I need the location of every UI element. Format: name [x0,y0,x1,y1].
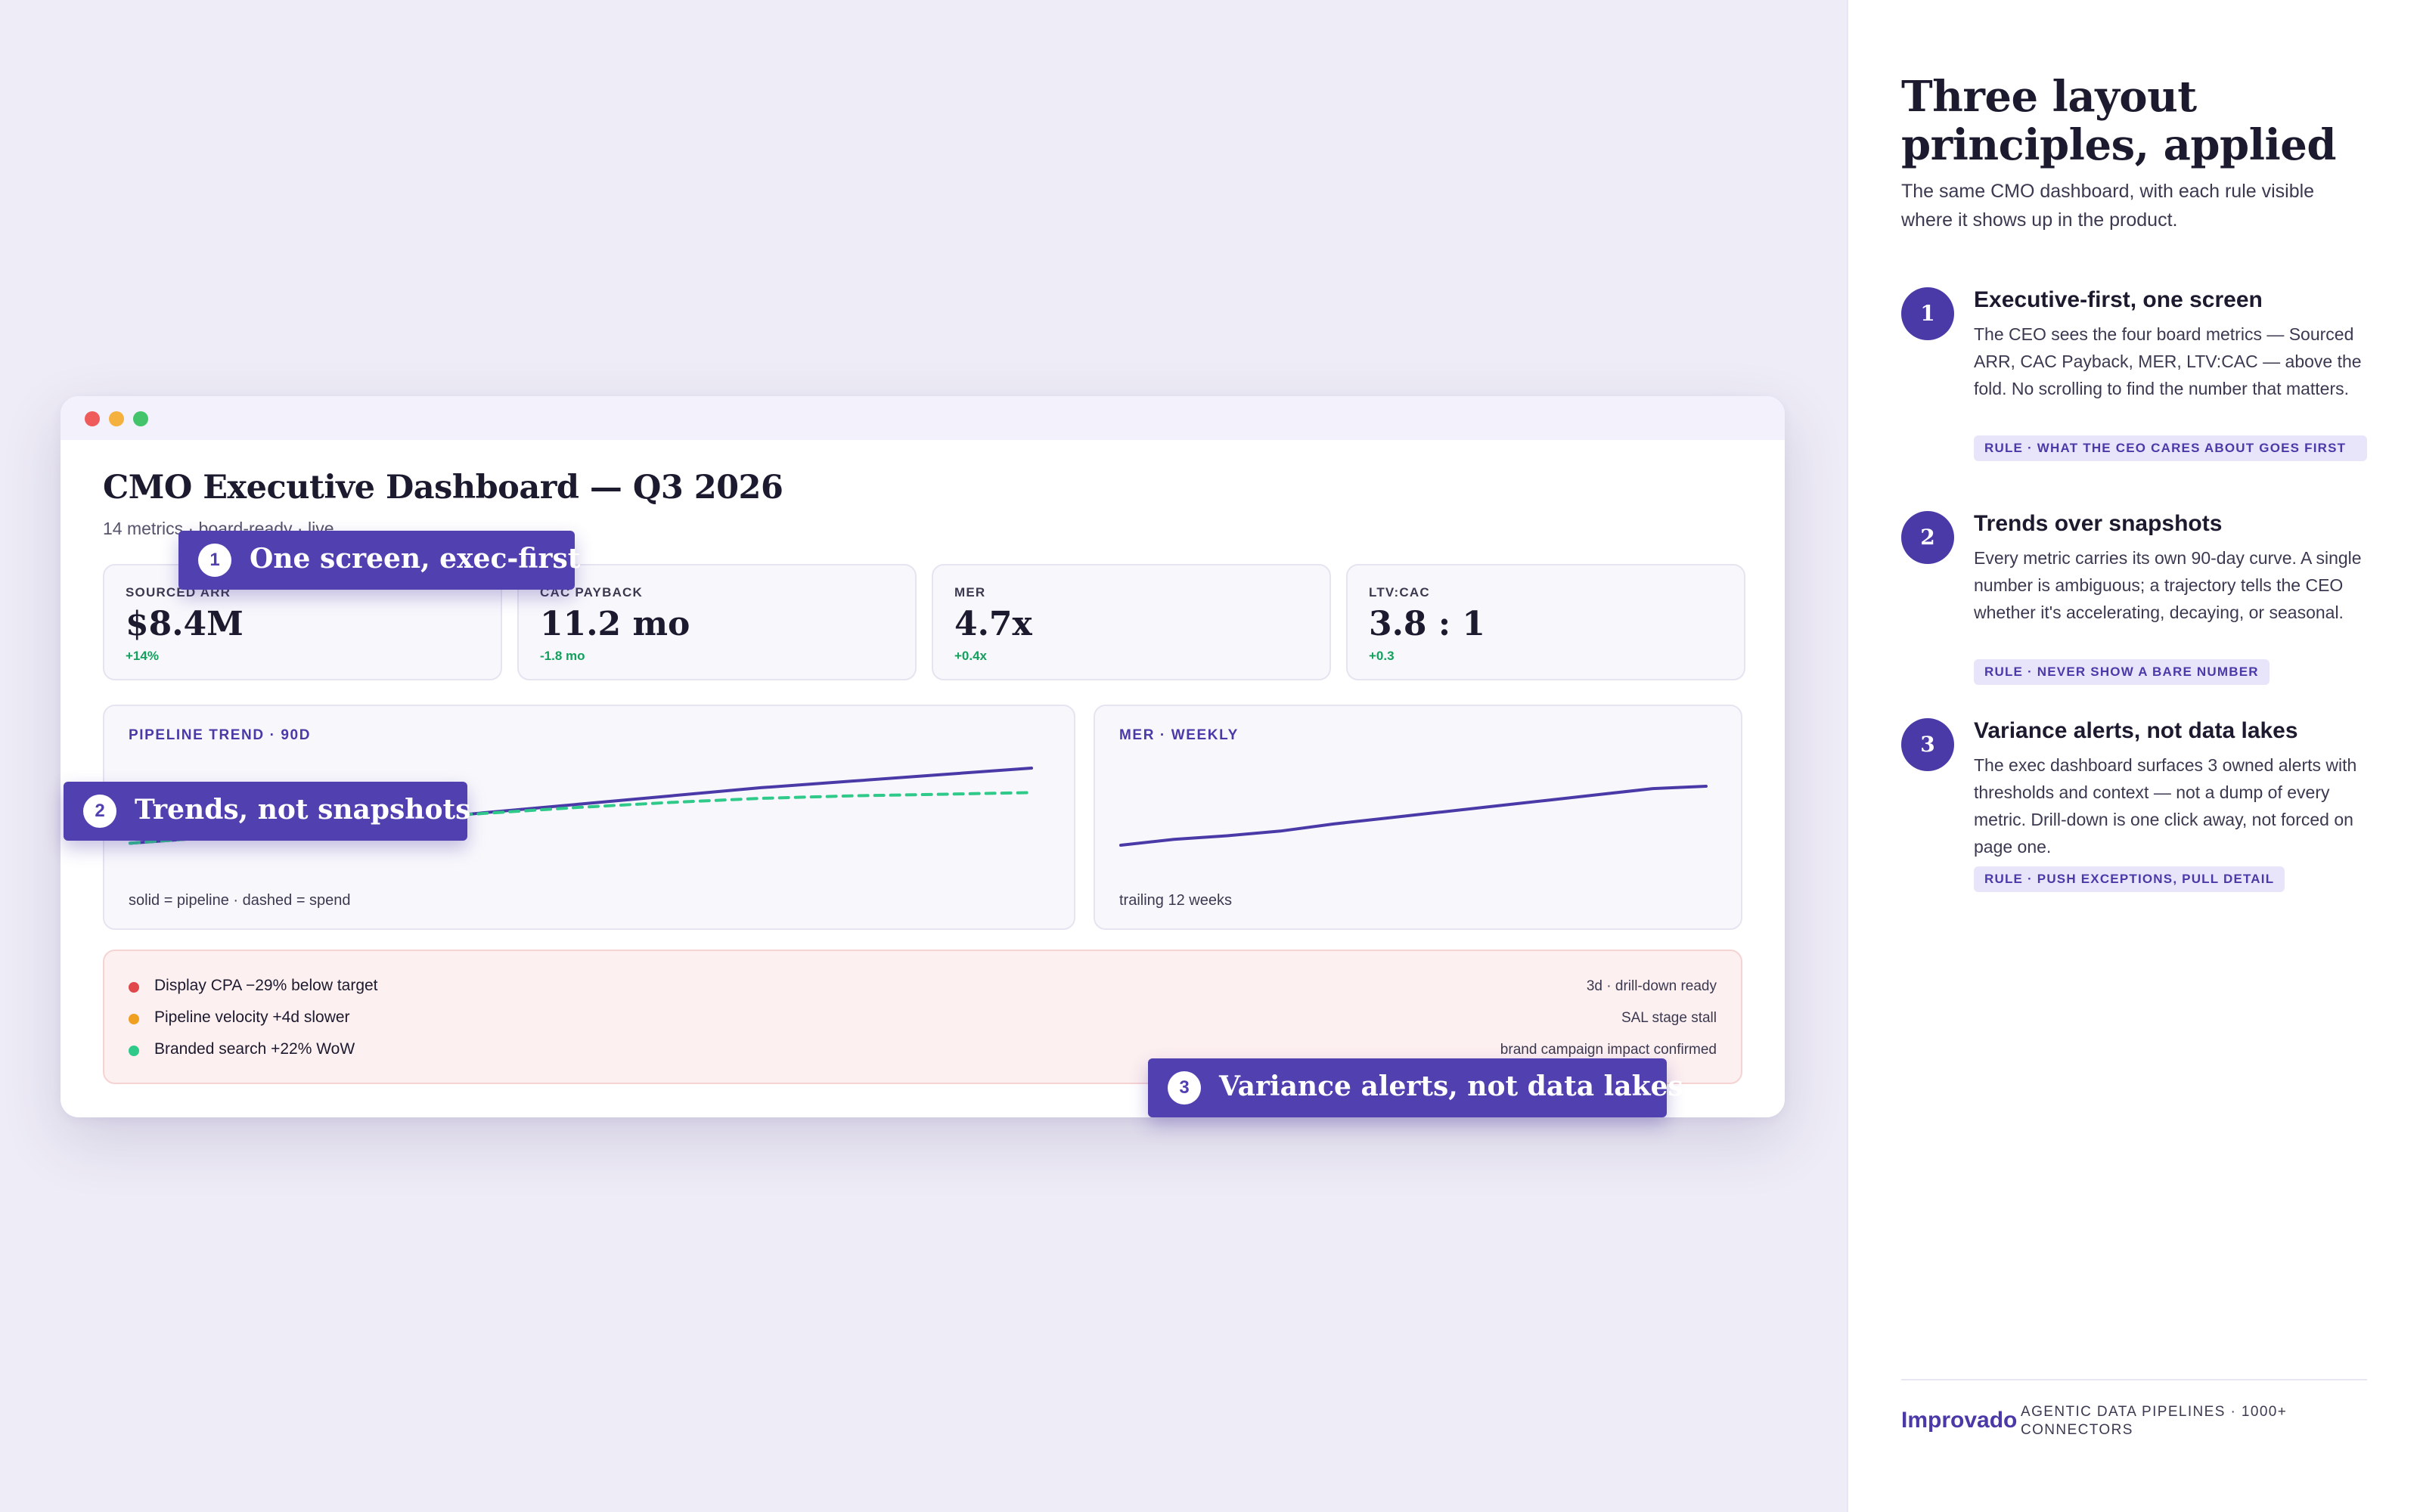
kpi-card-mer[interactable]: MER 4.7x +0.4x [932,564,1331,680]
principle-number: 3 [1901,718,1954,771]
chart-label: MER · WEEKLY [1119,727,1239,743]
principles-sidebar: Three layout principles, applied The sam… [1847,0,2420,1512]
callout-one-screen: 1 One screen, exec-first [178,531,580,590]
window-titlebar [60,396,1785,440]
dashboard-title: CMO Executive Dashboard — Q3 2026 [103,469,783,507]
close-window-button[interactable] [85,411,100,426]
maximize-window-button[interactable] [133,411,148,426]
brand-tagline: AGENTIC DATA PIPELINES · 1000+ CONNECTOR… [2021,1404,2288,1438]
chart-label: PIPELINE TREND · 90D [129,727,312,743]
principle-number: 1 [1901,287,1954,340]
alert-status-dot [129,1014,139,1024]
kpi-value: 3.8 : 1 [1369,605,1486,643]
alert-meta: 3d · drill-down ready [1586,978,1717,994]
kpi-card-cac-payback[interactable]: CAC PAYBACK 11.2 mo -1.8 mo [517,564,917,680]
pipeline-trend-card[interactable]: PIPELINE TREND · 90D solid = pipeline · … [103,705,1075,930]
kpi-card-ltv-cac[interactable]: LTV:CAC 3.8 : 1 +0.3 [1346,564,1745,680]
alert-meta: SAL stage stall [1621,1010,1717,1026]
principle-body: The exec dashboard surfaces 3 owned aler… [1974,755,2357,857]
alert-row[interactable]: Display CPA −29% below target 3d · drill… [129,975,1717,998]
principle-rule-badge: RULE · WHAT THE CEO CARES ABOUT GOES FIR… [1974,435,2367,461]
alert-text: Pipeline velocity +4d slower [154,1009,350,1026]
callout-number: 3 [1168,1071,1201,1105]
chart-footnote: trailing 12 weeks [1119,892,1232,909]
callout-variance-alerts: 3 Variance alerts, not data lakes [1148,1058,1683,1117]
callout-number: 2 [83,795,116,828]
principle-body: Every metric carries its own 90-day curv… [1974,548,2362,622]
principle-body: The CEO sees the four board metrics — So… [1974,324,2362,398]
principle-title: Variance alerts, not data lakes [1974,718,2298,743]
alert-row[interactable]: Branded search +22% WoW brand campaign i… [129,1039,1717,1061]
callout-trends: 2 Trends, not snapshots [64,782,471,841]
series-line-mer [1119,785,1708,847]
sidebar-subtitle: The same CMO dashboard, with each rule v… [1901,181,2315,231]
sidebar-title: Three layout principles, applied [1901,72,2337,170]
principle-title: Trends over snapshots [1974,511,2223,536]
kpi-delta: +14% [126,649,159,663]
kpi-label: LTV:CAC [1369,585,1430,600]
brand-logo: Improvado [1901,1408,2018,1433]
dashboard-window: CMO Executive Dashboard — Q3 2026 14 met… [60,396,1785,1117]
kpi-value: $8.4M [126,605,244,643]
kpi-value: 4.7x [954,605,1032,643]
principle-number: 2 [1901,511,1954,564]
alert-status-dot [129,1046,139,1056]
kpi-delta: -1.8 mo [540,649,585,663]
kpi-label: MER [954,585,986,600]
callout-text: Variance alerts, not data lakes [1219,1070,1683,1102]
kpi-delta: +0.3 [1369,649,1395,663]
principle-rule-badge: RULE · PUSH EXCEPTIONS, PULL DETAIL [1974,866,2285,892]
principle-title: Executive-first, one screen [1974,287,2263,312]
kpi-value: 11.2 mo [540,605,690,643]
kpi-delta: +0.4x [954,649,988,663]
callout-number: 1 [198,544,231,577]
callout-text: Trends, not snapshots [135,794,471,826]
principle-rule-badge: RULE · NEVER SHOW A BARE NUMBER [1974,659,2270,685]
alert-meta: brand campaign impact confirmed [1500,1042,1717,1058]
alert-text: Branded search +22% WoW [154,1040,355,1058]
chart-footnote: solid = pipeline · dashed = spend [129,892,351,909]
mer-weekly-chart [1119,785,1708,847]
sidebar-divider [1901,1379,2367,1380]
alert-row[interactable]: Pipeline velocity +4d slower SAL stage s… [129,1007,1717,1030]
minimize-window-button[interactable] [109,411,124,426]
alert-status-dot [129,982,139,993]
alert-text: Display CPA −29% below target [154,977,378,994]
mer-weekly-card[interactable]: MER · WEEKLY trailing 12 weeks [1094,705,1742,930]
callout-text: One screen, exec-first [250,543,581,575]
